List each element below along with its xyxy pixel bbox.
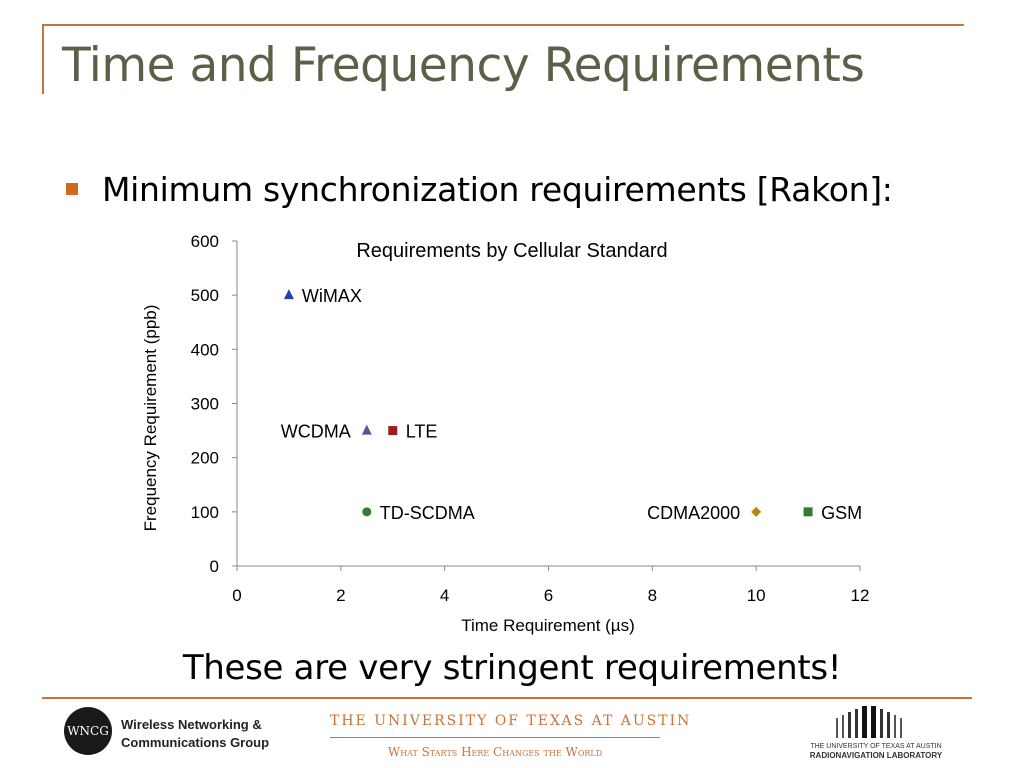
point-wcdma [361,424,372,435]
point-lte [388,426,398,436]
data-label-wcdma: WCDMA [281,422,351,442]
x-axis-label: Time Requirement (µs) [461,616,635,635]
x-tick-label: 12 [851,586,870,605]
point-wimax [283,289,294,300]
y-tick-label: 0 [210,557,219,576]
data-label-td-scdma: TD-SCDMA [380,503,475,523]
y-tick-label: 500 [191,286,219,305]
conclusion-note: These are very stringent requirements! [182,648,842,688]
point-gsm [803,507,813,517]
x-tick-label: 10 [747,586,766,605]
wncg-name: Wireless Networking & Communications Gro… [121,716,301,752]
y-tick-label: 100 [191,503,219,522]
bullet-text: Minimum synchronization requirements [Ra… [102,170,893,209]
wncg-name-line1: Wireless Networking & [121,717,262,732]
x-tick-label: 8 [648,586,657,605]
y-axis-label: Frequency Requirement (ppb) [141,305,160,532]
data-label-gsm: GSM [821,503,862,523]
x-tick-label: 2 [336,586,345,605]
point-td-scdma [362,507,372,517]
ut-austin-separator [330,737,660,738]
wncg-name-line2: Communications Group [121,735,270,750]
bullet-square-icon [66,183,78,195]
wncg-logo: WNCG [64,707,112,755]
rnl-line2-bold: RADIONAVIGATION LABORATORY [809,751,943,760]
slide-title: Time and Frequency Requirements [62,38,865,93]
y-tick-label: 300 [191,395,219,414]
title-frame-left [42,24,44,94]
rnl-line1: THE UNIVERSITY OF TEXAS AT AUSTIN [810,743,942,750]
y-tick-label: 200 [191,449,219,468]
ut-austin-tagline: What Starts Here Changes the World [387,745,603,759]
y-tick-label: 600 [191,232,219,251]
point-cdma2000 [751,506,762,517]
x-tick-label: 4 [440,586,449,605]
data-label-wimax: WiMAX [302,286,362,306]
title-frame-top [42,24,964,26]
data-label-cdma2000: CDMA2000 [647,503,740,523]
rnl-line2: RADIONAVIGATION LABORATORY [790,751,962,761]
footer-divider [42,697,972,699]
chart-title: Requirements by Cellular Standard [356,240,667,262]
radionavigation-lab-logo-icon [836,706,902,738]
x-tick-label: 6 [544,586,553,605]
radionavigation-lab-name: THE UNIVERSITY OF TEXAS AT AUSTIN RADION… [790,742,962,761]
y-tick-label: 400 [191,340,219,359]
data-label-lte: LTE [406,422,438,442]
ut-austin-wordmark: THE UNIVERSITY OF TEXAS AT AUSTIN [330,713,692,729]
x-tick-label: 0 [232,586,241,605]
